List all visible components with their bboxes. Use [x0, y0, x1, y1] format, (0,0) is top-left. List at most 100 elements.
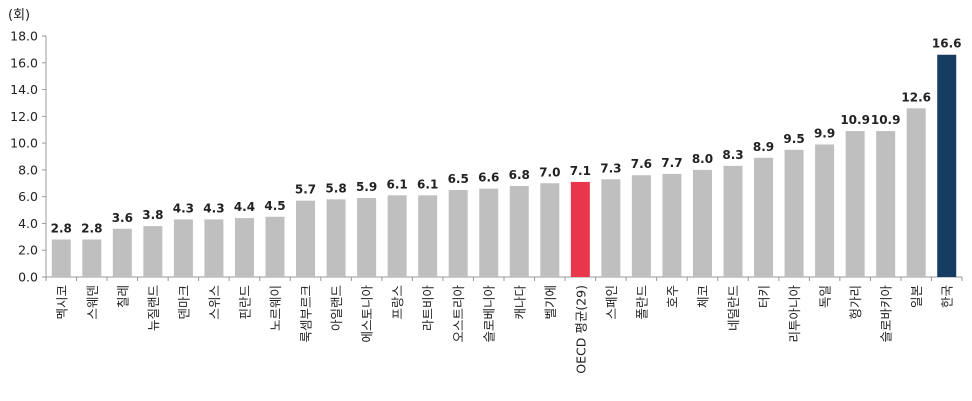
data-label: 16.6	[932, 37, 962, 51]
bar	[387, 195, 407, 277]
data-label: 6.5	[448, 172, 469, 186]
bar	[906, 108, 926, 277]
data-label: 8.0	[692, 152, 713, 166]
bar	[326, 199, 346, 277]
y-tick-label: 16.0	[10, 55, 38, 70]
bar	[754, 157, 774, 277]
y-tick-label: 4.0	[18, 216, 38, 231]
bar	[509, 185, 529, 277]
y-tick-label: 2.0	[18, 243, 38, 258]
x-tick-label: 룩셈부르크	[299, 285, 314, 343]
bar	[662, 173, 682, 277]
x-tick-label: 호주	[665, 285, 680, 308]
data-label: 7.6	[631, 157, 652, 171]
bar	[265, 216, 285, 277]
x-tick-label: 터키	[757, 285, 772, 308]
x-tick-label: 캐나다	[512, 285, 527, 320]
y-tick-label: 8.0	[18, 162, 38, 177]
bar	[173, 219, 193, 277]
data-label: 4.3	[173, 201, 194, 215]
x-tick-label: 헝가리	[848, 285, 863, 320]
bar	[448, 189, 468, 277]
bar	[51, 239, 71, 277]
x-tick-label: 멕시코	[54, 285, 69, 320]
bar	[723, 165, 743, 277]
bar	[876, 131, 896, 277]
bar	[815, 144, 835, 277]
x-tick-label: 벨기에	[543, 285, 558, 320]
data-label: 5.9	[356, 180, 377, 194]
data-label: 4.4	[234, 200, 255, 214]
x-tick-label: 체코	[695, 285, 710, 308]
data-label: 6.1	[387, 177, 408, 191]
data-label: 4.3	[203, 201, 224, 215]
y-tick-label: 12.0	[10, 109, 38, 124]
bar	[204, 219, 224, 277]
x-tick-label: 한국	[940, 285, 955, 308]
x-tick-label: 프랑스	[390, 285, 405, 320]
y-tick-label: 10.0	[10, 136, 38, 151]
data-label: 9.9	[814, 126, 835, 140]
data-label: 10.9	[871, 113, 901, 127]
data-label: 3.8	[142, 208, 163, 222]
bar	[234, 218, 254, 277]
y-tick-label: 6.0	[18, 189, 38, 204]
x-tick-label: 칠레	[115, 285, 130, 308]
data-label: 7.0	[539, 165, 560, 179]
data-label: 10.9	[840, 113, 870, 127]
x-tick-label: 일본	[909, 285, 924, 308]
data-label: 4.5	[264, 199, 285, 213]
bar	[418, 195, 438, 277]
bar	[631, 175, 651, 277]
x-tick-label: 스위스	[207, 285, 222, 320]
data-label: 5.7	[295, 183, 316, 197]
data-label: 7.1	[570, 164, 591, 178]
x-tick-label: 핀란드	[237, 285, 252, 320]
data-label: 6.8	[509, 168, 530, 182]
data-label: 5.8	[325, 181, 346, 195]
bar	[570, 181, 590, 277]
x-tick-label: 노르웨이	[268, 285, 283, 331]
bar	[357, 198, 377, 277]
y-tick-label: 0.0	[18, 270, 38, 285]
bar	[937, 54, 957, 277]
x-tick-label: 덴마크	[176, 285, 191, 320]
x-tick-label: 네덜란드	[726, 285, 741, 331]
x-tick-label: 독일	[818, 285, 833, 308]
x-tick-label: 슬로바키아	[879, 285, 894, 343]
data-label: 7.3	[600, 161, 621, 175]
data-label: 2.8	[51, 222, 72, 236]
x-tick-label: 슬로베니아	[482, 285, 497, 343]
x-tick-label: 스페인	[604, 285, 619, 320]
x-tick-label: 폴란드	[634, 285, 649, 320]
bar	[784, 149, 804, 277]
x-tick-label: 아일랜드	[329, 285, 344, 331]
bar	[479, 188, 499, 277]
data-label: 6.1	[417, 177, 438, 191]
bar	[143, 226, 163, 277]
bar	[540, 183, 560, 277]
bar	[845, 131, 865, 277]
data-label: 12.6	[901, 90, 931, 104]
data-label: 2.8	[81, 222, 102, 236]
data-label: 7.7	[661, 156, 682, 170]
bar	[601, 179, 621, 277]
x-tick-label: OECD 평균(29)	[573, 285, 588, 374]
y-tick-label: 18.0	[10, 29, 38, 44]
bar	[112, 228, 132, 277]
data-label: 6.6	[478, 171, 499, 185]
bar	[82, 239, 102, 277]
bar	[692, 169, 712, 277]
x-tick-label: 오스트리아	[451, 285, 466, 343]
x-tick-label: 뉴질랜드	[146, 285, 161, 331]
unit-label: (회)	[8, 8, 31, 23]
x-tick-label: 에스토니아	[360, 285, 375, 343]
data-label: 8.9	[753, 140, 774, 154]
bar	[296, 200, 316, 277]
data-label: 3.6	[112, 211, 133, 225]
x-tick-label: 스웨덴	[85, 285, 100, 320]
x-tick-label: 리투아니아	[787, 285, 802, 343]
x-tick-label: 라트비아	[421, 285, 436, 332]
y-tick-label: 14.0	[10, 82, 38, 97]
